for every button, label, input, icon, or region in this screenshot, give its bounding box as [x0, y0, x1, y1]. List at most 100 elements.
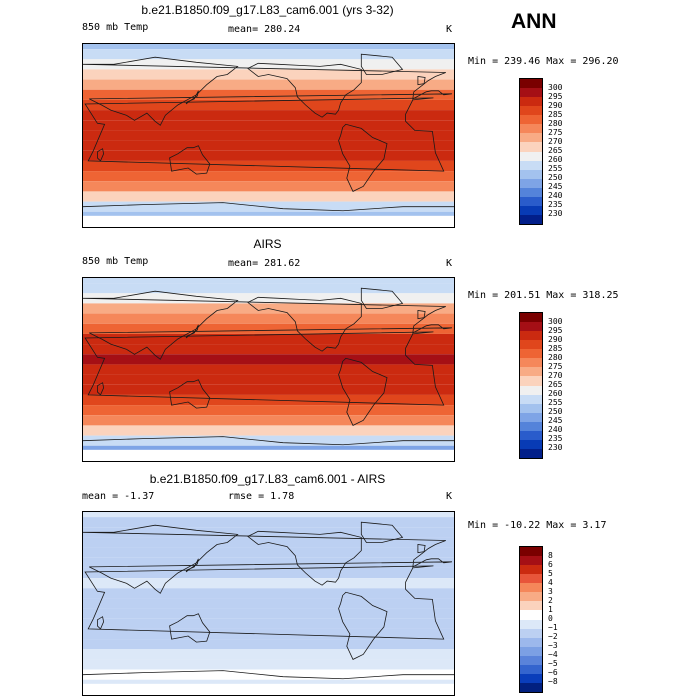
colorbar-swatch — [520, 574, 542, 584]
colorbar-swatch — [520, 655, 542, 665]
zonal-band-50 — [83, 313, 454, 324]
zonal-band--60 — [83, 659, 454, 670]
colorbar-tick-label: 235 — [548, 434, 563, 444]
panel-2-map-svg — [83, 278, 454, 461]
coastline-4 — [338, 123, 388, 192]
colorbar-tick-label: −5 — [548, 659, 558, 669]
colorbar-swatch — [520, 106, 542, 116]
colorbar-swatch — [520, 673, 542, 683]
colorbar-tick-label: −6 — [548, 668, 558, 678]
colorbar-swatch — [520, 421, 542, 431]
colorbar-tick-label: 270 — [548, 370, 563, 380]
zonal-band-80 — [83, 517, 454, 528]
zonal-band-40 — [83, 323, 454, 334]
zonal-band--10 — [83, 374, 454, 385]
colorbar-tick-label: 255 — [548, 398, 563, 408]
colorbar-tick-label: 230 — [548, 443, 563, 453]
panel-1-units-label: K — [446, 24, 453, 35]
colorbar-swatch — [520, 331, 542, 341]
colorbar-swatch — [520, 151, 542, 161]
zonal-band-10 — [83, 120, 454, 131]
zonal-band-10 — [83, 354, 454, 365]
colorbar-swatch — [520, 178, 542, 188]
colorbar-swatch — [520, 322, 542, 332]
colorbar-tick-label: 240 — [548, 425, 563, 435]
panel-3-rmse-label: rmse = 1.78 — [228, 491, 295, 502]
coastline-1 — [83, 56, 452, 126]
zonal-band-30 — [83, 333, 454, 345]
colorbar-swatch — [520, 367, 542, 377]
coastline-1 — [83, 290, 452, 360]
colorbar-tick-label: 260 — [548, 389, 563, 399]
colorbar-tick-label: 5 — [548, 568, 553, 578]
zonal-band-30 — [83, 567, 454, 579]
coastline-0 — [84, 97, 445, 172]
colorbar-swatch — [520, 358, 542, 368]
colorbar-swatch — [520, 556, 542, 566]
panel-1-title: b.e21.B1850.f09_g17.L83_cam6.001 (yrs 3-… — [141, 3, 394, 17]
panel-3-mean-label: mean = -1.37 — [82, 491, 155, 502]
colorbar-tick-label: 6 — [548, 559, 553, 569]
colorbar-tick-label: 275 — [548, 127, 563, 137]
coastline-4 — [338, 357, 388, 426]
colorbar-swatch — [520, 682, 542, 692]
panel-2-map — [82, 277, 455, 462]
colorbar-swatch — [520, 592, 542, 602]
zonal-band--20 — [83, 384, 454, 395]
zonal-band--40 — [83, 639, 454, 650]
colorbar-tick-label: 265 — [548, 146, 563, 155]
zonal-band--10 — [83, 608, 454, 619]
coastline-3 — [247, 296, 362, 352]
colorbar-swatch — [520, 664, 542, 674]
panel-1-map — [82, 43, 455, 228]
panel-2-title: AIRS — [253, 237, 282, 251]
colorbar-tick-label: 260 — [548, 155, 563, 165]
colorbar-tick-label: 265 — [548, 380, 563, 389]
zonal-band-80 — [83, 49, 454, 60]
colorbar-tick-label: 270 — [548, 136, 563, 146]
zonal-band--40 — [83, 405, 454, 416]
coastline-8 — [417, 76, 426, 86]
colorbar-tick-label: −3 — [548, 641, 558, 651]
panel-1-colorbar — [519, 78, 543, 225]
zonal-band-0 — [83, 364, 454, 375]
panel-3-colorbar — [519, 546, 543, 693]
coastline-1 — [83, 524, 452, 594]
colorbar-tick-label: 280 — [548, 118, 563, 128]
colorbar-swatch — [520, 430, 542, 440]
zonal-band--70 — [83, 201, 454, 212]
panel-3-map-svg — [83, 512, 454, 695]
colorbar-tick-label: 0 — [548, 614, 553, 623]
colorbar-tick-label: 295 — [548, 91, 563, 101]
coastline-7 — [96, 382, 105, 396]
coastline-antarctica — [83, 670, 454, 680]
zonal-band--60 — [83, 425, 454, 436]
zonal-band--40 — [83, 171, 454, 182]
colorbar-tick-label: 285 — [548, 109, 563, 119]
zonal-band-70 — [83, 59, 454, 70]
colorbar-tick-label: 2 — [548, 595, 553, 605]
colorbar-swatch — [520, 115, 542, 125]
coastline-6 — [185, 558, 199, 573]
coastline-7 — [96, 616, 105, 630]
zonal-band-20 — [83, 578, 454, 589]
coastline-6 — [185, 324, 199, 339]
zonal-band-70 — [83, 293, 454, 304]
panel-3-map — [82, 511, 455, 696]
panel-1-map-svg — [83, 44, 454, 227]
colorbar-tick-label: 245 — [548, 416, 563, 426]
colorbar-tick-label: 275 — [548, 361, 563, 371]
colorbar-swatch — [520, 196, 542, 206]
zonal-band-20 — [83, 110, 454, 121]
colorbar-tick-label: −4 — [548, 650, 558, 660]
colorbar-swatch — [520, 187, 542, 197]
zonal-band--20 — [83, 618, 454, 629]
coastline-6 — [185, 90, 199, 105]
panel-3-title: b.e21.B1850.f09_g17.L83_cam6.001 - AIRS — [149, 472, 386, 486]
zonal-band-20 — [83, 344, 454, 355]
antarctica-region — [83, 683, 454, 695]
zonal-band-50 — [83, 79, 454, 90]
coastline-3 — [247, 62, 362, 118]
colorbar-tick-label: 3 — [548, 586, 553, 596]
colorbar-swatch — [520, 133, 542, 143]
